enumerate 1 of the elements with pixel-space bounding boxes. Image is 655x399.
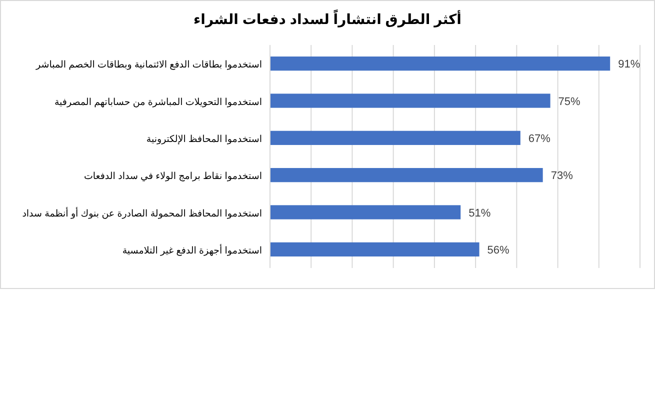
title: أكثر الطرق انتشاراً لسداد دفعات الشراء bbox=[194, 11, 462, 27]
